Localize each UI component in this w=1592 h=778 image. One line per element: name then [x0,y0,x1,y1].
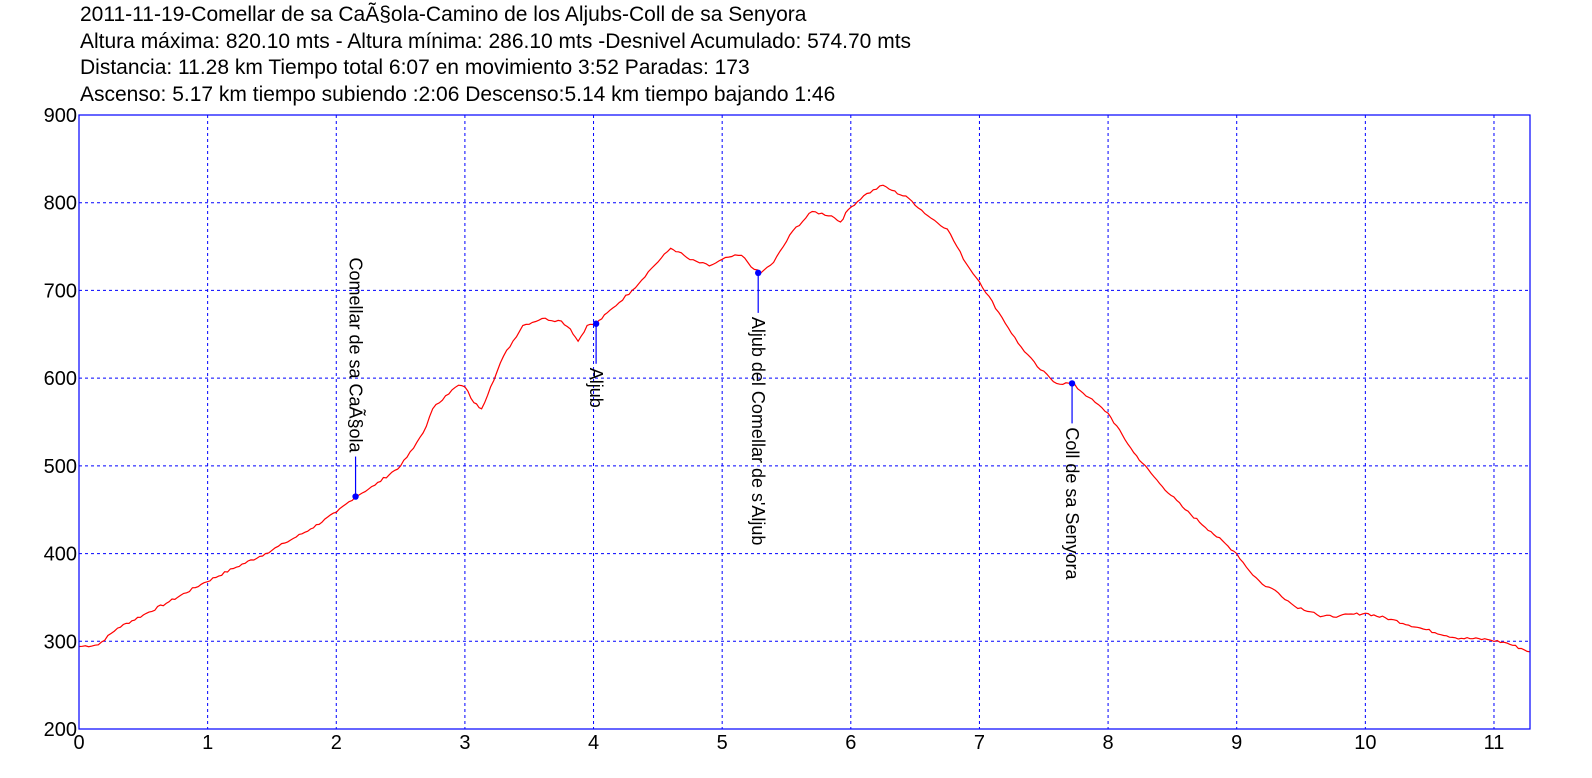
waypoint: Aljub [586,320,606,408]
y-tick-label: 400 [44,544,77,566]
waypoint-label: Aljub [586,368,606,408]
y-tick-label: 600 [44,368,77,390]
x-tick-label: 8 [1103,732,1114,754]
x-tick-label: 6 [845,732,856,754]
y-tick-label: 900 [44,105,77,127]
x-tick-label: 7 [974,732,985,754]
distance-time-summary: Distancia: 11.28 km Tiempo total 6:07 en… [80,56,750,79]
grid-lines [79,115,1530,729]
waypoint: Comellar de sa CaÃ§ola [346,257,367,500]
x-tick-label: 2 [331,732,342,754]
waypoint-label: Coll de sa Senyora [1062,427,1082,580]
waypoint-label: Comellar de sa CaÃ§ola [346,257,367,453]
x-tick-label: 5 [717,732,728,754]
x-tick-label: 9 [1231,732,1242,754]
waypoint-label: Aljub del Comellar de s'Aljub [748,317,768,546]
elevation-line [78,184,1531,653]
waypoint: Aljub del Comellar de s'Aljub [748,269,768,546]
y-tick-label: 700 [44,280,77,302]
tick-labels: 0 1 2 3 4 5 6 7 8 9 10 11 200 300 400 500 600 700 800 900 [44,105,1505,754]
chart-title: 2011-11-19-Comellar de sa CaÃ§ola-Camino… [80,3,807,26]
y-tick-label: 500 [44,456,77,478]
x-tick-label: 1 [202,732,213,754]
waypoint-layer: Comellar de sa CaÃ§ola Aljub Aljub del Com… [346,257,1082,580]
y-tick-label: 800 [44,193,77,215]
x-tick-label: 10 [1354,732,1376,754]
x-tick-label: 0 [73,732,84,754]
waypoint-marker [754,269,762,277]
ascent-descent-summary: Ascenso: 5.17 km tiempo subiendo :2:06 D… [80,82,836,106]
x-tick-label: 4 [588,732,599,754]
y-tick-label: 300 [44,631,77,653]
elevation-summary: Altura máxima: 820.10 mts - Altura mínim… [80,29,912,53]
y-tick-label: 200 [44,719,77,741]
series-layer [78,184,1531,653]
plot-frame [78,114,1531,730]
x-tick-label: 11 [1484,732,1505,754]
waypoint: Coll de sa Senyora [1062,380,1082,580]
chart-header: 2011-11-19-Comellar de sa CaÃ§ola-Camino… [80,2,911,108]
x-tick-label: 3 [459,732,470,754]
